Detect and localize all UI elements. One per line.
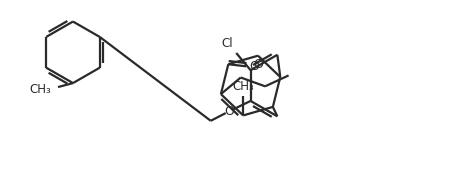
Text: Cl: Cl bbox=[222, 37, 233, 50]
Text: O: O bbox=[224, 105, 234, 118]
Text: CH₃: CH₃ bbox=[30, 83, 52, 96]
Text: CH₃: CH₃ bbox=[232, 80, 254, 93]
Text: O: O bbox=[253, 58, 263, 71]
Text: O: O bbox=[250, 60, 260, 73]
